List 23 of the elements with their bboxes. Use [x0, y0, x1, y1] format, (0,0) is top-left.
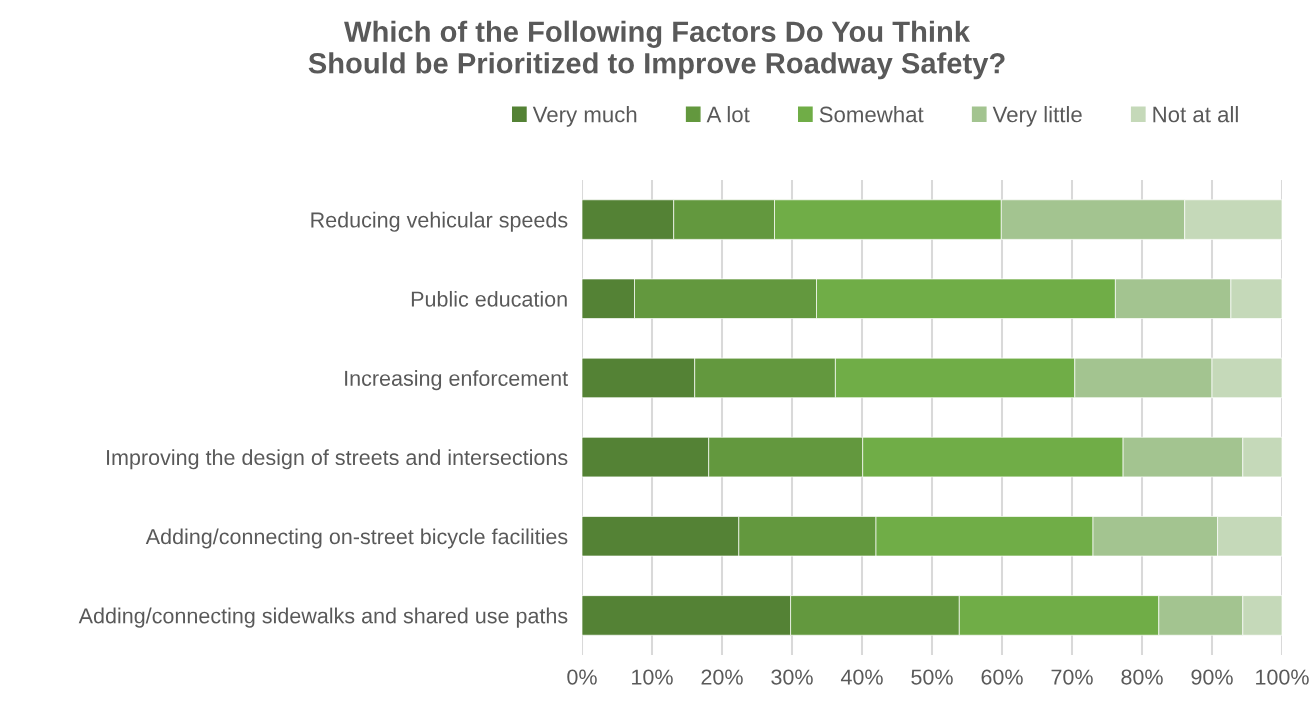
x-tick-label: 20%: [701, 669, 743, 685]
y-tick-label: Public education: [411, 290, 567, 307]
legend-label: A lot: [706, 106, 750, 123]
x-tick-label: 10%: [632, 669, 673, 685]
legend-label: Very little: [992, 106, 1082, 127]
x-tick-label: 100%: [1256, 669, 1309, 685]
y-tick-label: Increasing enforcement: [345, 370, 568, 391]
legend-label: Not at all: [1153, 106, 1238, 123]
y-tick-label: Reducing vehicular speeds: [311, 211, 568, 232]
legend-label: Very much: [532, 106, 637, 127]
x-tick-label: 0%: [567, 669, 597, 685]
x-tick-label: 40%: [840, 669, 883, 685]
x-tick-label: 60%: [981, 669, 1023, 685]
x-tick-label: 50%: [911, 669, 953, 685]
x-tick-label: 80%: [1121, 669, 1163, 685]
y-tick-label: Adding/connecting sidewalks and shared use paths: [78, 607, 568, 628]
legend-label: Somewhat: [819, 106, 924, 123]
x-tick-label: 90%: [1191, 669, 1233, 685]
y-tick-label: Adding/connecting on-street bicycle facilities: [145, 528, 568, 549]
y-tick-label: Improving the design of streets and intersections: [107, 449, 568, 470]
chart-title: Which of the Following Factors Do You Think Should be Prioritized to Improve Roadway Safety?: [308, 20, 1005, 80]
x-tick-label: 70%: [1051, 669, 1093, 685]
x-tick-label: 30%: [771, 669, 813, 685]
